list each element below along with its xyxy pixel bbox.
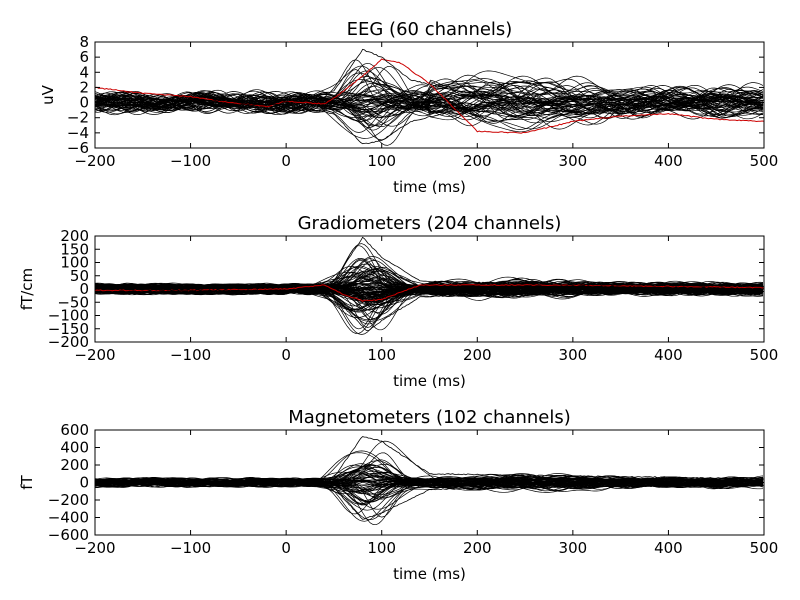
- x-axis-label: time (ms): [393, 565, 466, 583]
- series-trace: [95, 99, 764, 145]
- channel-trace: [95, 82, 764, 121]
- channel-trace: [95, 89, 764, 146]
- panel-2: −200 −100 0 100 200 300 400 500−200−150−100−500…: [18, 213, 778, 390]
- y-tick-label: −6: [67, 139, 89, 157]
- channel-trace: [95, 70, 764, 120]
- x-tick-label: 300: [559, 346, 588, 364]
- y-tick-label: −200: [48, 333, 89, 351]
- x-axis-label: time (ms): [393, 372, 466, 390]
- y-tick-label: 2: [79, 78, 89, 96]
- y-tick-label: 100: [60, 254, 89, 272]
- x-tick-label: 500: [750, 346, 779, 364]
- panel-3: −200 −100 0 100 200 300 400 500−600−400−2000200…: [18, 407, 778, 583]
- panel-title: Gradiometers (204 channels): [298, 213, 562, 234]
- x-tick-label: 100: [367, 152, 396, 170]
- y-axis-label: fT/cm: [18, 268, 36, 310]
- x-tick-label: 300: [559, 539, 588, 557]
- y-tick-label: 200: [60, 456, 89, 474]
- channel-trace: [95, 88, 764, 121]
- y-tick-label: −150: [48, 320, 89, 338]
- channel-trace: [95, 80, 763, 118]
- y-axis-label: uV: [39, 84, 57, 105]
- channel-trace: [95, 66, 764, 114]
- x-tick-label: 0: [281, 539, 291, 557]
- x-tick-label: −100: [170, 539, 211, 557]
- highlight-trace: [95, 58, 764, 134]
- series-trace: [95, 481, 764, 520]
- x-tick-label: 0: [281, 152, 291, 170]
- x-tick-label: 500: [750, 539, 779, 557]
- y-tick-label: 4: [79, 63, 89, 81]
- x-tick-label: −100: [170, 152, 211, 170]
- channel-trace: [95, 478, 764, 495]
- axes-frame: [94, 41, 765, 149]
- y-axis-label: fT: [18, 474, 36, 489]
- x-tick-label: 200: [463, 539, 492, 557]
- highlight-trace: [95, 283, 764, 302]
- panel-title: EEG (60 channels): [347, 19, 513, 40]
- x-tick-label: 400: [654, 346, 683, 364]
- x-tick-label: −200: [74, 539, 115, 557]
- x-tick-label: 100: [367, 346, 396, 364]
- x-tick-label: 500: [750, 152, 779, 170]
- y-tick-label: 600: [60, 421, 89, 439]
- series-trace: [95, 236, 764, 290]
- y-tick-label: 150: [60, 240, 89, 258]
- x-tick-label: −200: [74, 152, 115, 170]
- channel-traces: [95, 48, 764, 146]
- x-tick-label: 300: [559, 152, 588, 170]
- channel-trace: [95, 89, 764, 139]
- y-tick-label: −4: [67, 124, 89, 142]
- y-tick-label: −400: [48, 509, 89, 527]
- x-tick-label: −100: [170, 346, 211, 364]
- series-trace: [95, 48, 764, 104]
- y-tick-label: 8: [79, 33, 89, 51]
- x-axis-label: time (ms): [393, 178, 466, 196]
- channel-trace: [95, 265, 764, 296]
- channel-trace: [95, 256, 764, 297]
- y-tick-label: −2: [67, 109, 89, 127]
- y-tick-label: 50: [70, 267, 89, 285]
- channel-traces: [95, 236, 764, 335]
- channel-trace: [95, 92, 764, 118]
- x-tick-label: 400: [654, 539, 683, 557]
- x-tick-label: 400: [654, 152, 683, 170]
- channel-traces: [95, 436, 764, 526]
- y-tick-label: 0: [79, 474, 89, 492]
- y-tick-label: −100: [48, 307, 89, 325]
- y-tick-label: 6: [79, 48, 89, 66]
- panel-title: Magnetometers (102 channels): [288, 407, 571, 428]
- y-tick-label: 0: [79, 280, 89, 298]
- x-tick-label: 200: [463, 346, 492, 364]
- y-tick-label: −50: [57, 293, 89, 311]
- y-tick-label: 0: [79, 94, 89, 112]
- series-trace: [95, 288, 764, 332]
- x-tick-label: 100: [367, 539, 396, 557]
- x-tick-label: 0: [281, 346, 291, 364]
- channel-trace: [95, 266, 764, 296]
- channel-trace: [95, 279, 764, 310]
- x-tick-label: −200: [74, 346, 115, 364]
- x-tick-label: 200: [463, 152, 492, 170]
- series-trace: [95, 436, 764, 484]
- y-tick-label: 400: [60, 439, 89, 457]
- y-tick-label: 200: [60, 227, 89, 245]
- y-tick-label: −200: [48, 491, 89, 509]
- y-tick-label: −600: [48, 526, 89, 544]
